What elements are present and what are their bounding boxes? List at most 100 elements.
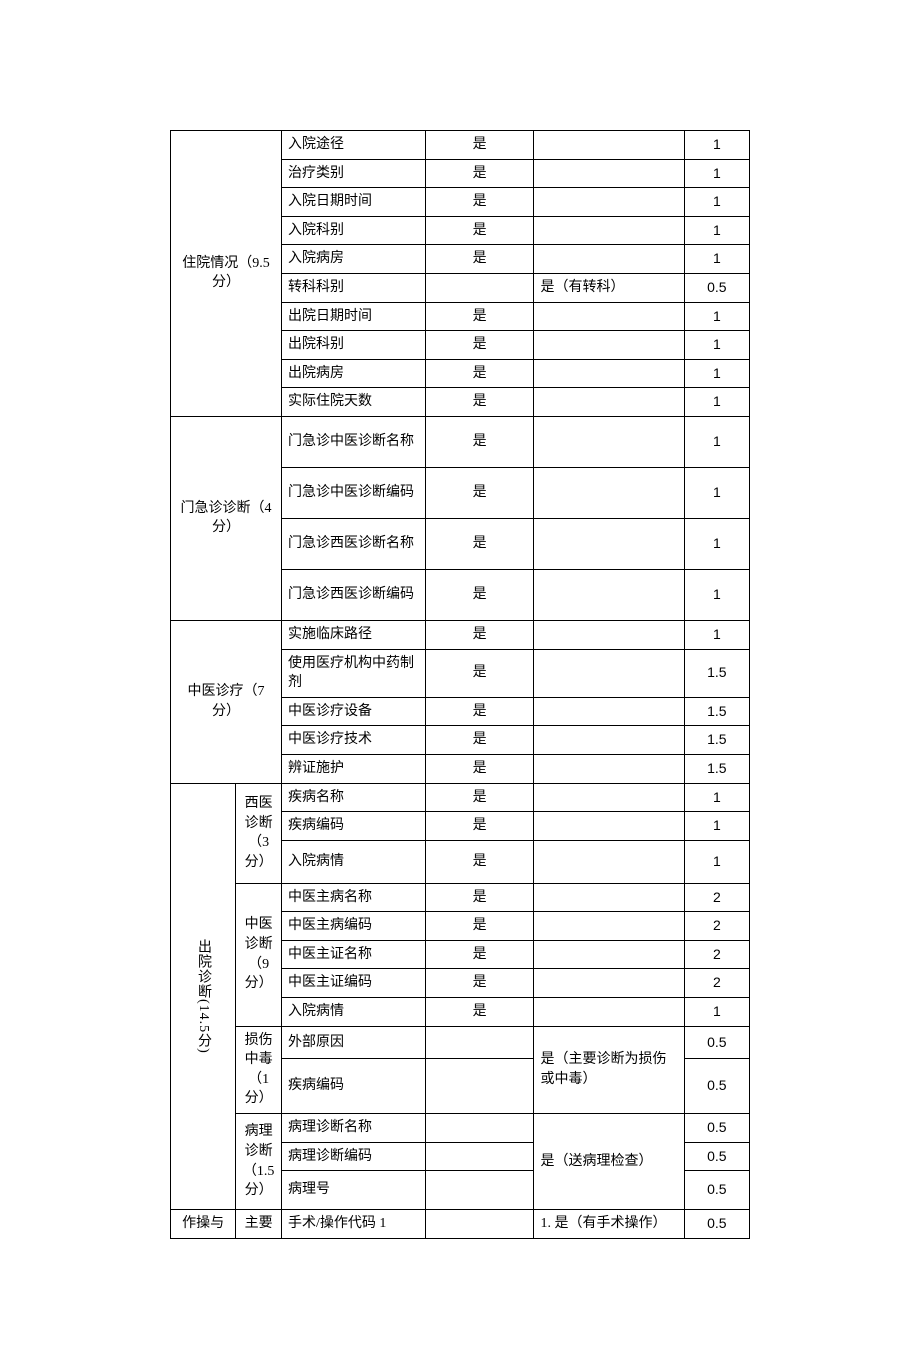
- item-cell: 实际住院天数: [282, 388, 426, 417]
- table-row: 作操与 主要 手术/操作代码 11. 是（有手术操作）0.5: [171, 1210, 750, 1239]
- score-cell: 1: [684, 416, 749, 467]
- item-cell: 病理号: [282, 1171, 426, 1210]
- req-cell: 是: [425, 940, 534, 969]
- req-cell: 是: [425, 331, 534, 360]
- score-cell: 1: [684, 245, 749, 274]
- req-cell: 是: [425, 726, 534, 755]
- cond-cell: [534, 359, 684, 388]
- req-cell: 是: [425, 359, 534, 388]
- item-cell: 出院日期时间: [282, 302, 426, 331]
- item-cell: 转科科别: [282, 273, 426, 302]
- score-cell: 0.5: [684, 1171, 749, 1210]
- cond-cell: [534, 388, 684, 417]
- table-row: 住院情况（9.5分） 入院途径 是 1: [171, 131, 750, 160]
- req-cell: 是: [425, 416, 534, 467]
- cond-cell: [534, 216, 684, 245]
- item-cell: 疾病编码: [282, 812, 426, 841]
- score-cell: 1.5: [684, 754, 749, 783]
- item-cell: 病理诊断编码: [282, 1142, 426, 1171]
- score-cell: 2: [684, 940, 749, 969]
- req-cell: 是: [425, 518, 534, 569]
- cond-cell: [534, 969, 684, 998]
- cond-cell: [534, 812, 684, 841]
- cond-cell: [534, 912, 684, 941]
- item-cell: 入院病房: [282, 245, 426, 274]
- req-cell: [425, 1142, 534, 1171]
- score-cell: 1: [684, 159, 749, 188]
- item-cell: 中医主证名称: [282, 940, 426, 969]
- table-row: 中医诊疗（7 分） 实施临床路径是1: [171, 620, 750, 649]
- score-cell: 1: [684, 188, 749, 217]
- score-cell: 1: [684, 302, 749, 331]
- score-cell: 2: [684, 912, 749, 941]
- cond-cell: [534, 467, 684, 518]
- item-cell: 入院科别: [282, 216, 426, 245]
- subsection-injury: 损伤中毒（1分）: [236, 1026, 282, 1113]
- cond-cell: [534, 331, 684, 360]
- item-cell: 中医诊疗技术: [282, 726, 426, 755]
- score-cell: 0.5: [684, 1142, 749, 1171]
- req-cell: 是: [425, 812, 534, 841]
- item-cell: 入院病情: [282, 998, 426, 1027]
- item-cell: 病理诊断名称: [282, 1114, 426, 1143]
- cond-cell: 是（主要诊断为损伤或中毒）: [534, 1026, 684, 1113]
- req-cell: [425, 1114, 534, 1143]
- req-cell: 是: [425, 131, 534, 160]
- section-operation-a: 作操与: [171, 1210, 236, 1239]
- item-cell: 疾病编码: [282, 1059, 426, 1114]
- score-cell: 0.5: [684, 1026, 749, 1058]
- item-cell: 辨证施护: [282, 754, 426, 783]
- cond-cell: [534, 569, 684, 620]
- cond-cell: [534, 840, 684, 883]
- cond-cell: [534, 302, 684, 331]
- item-cell: 门急诊西医诊断名称: [282, 518, 426, 569]
- item-cell: 入院途径: [282, 131, 426, 160]
- section-operation-b: 主要: [236, 1210, 282, 1239]
- cond-cell: 是（有转科）: [534, 273, 684, 302]
- req-cell: 是: [425, 969, 534, 998]
- item-cell: 治疗类别: [282, 159, 426, 188]
- item-cell: 外部原因: [282, 1026, 426, 1058]
- item-cell: 入院日期时间: [282, 188, 426, 217]
- cond-cell: [534, 245, 684, 274]
- score-cell: 1: [684, 216, 749, 245]
- item-cell: 入院病情: [282, 840, 426, 883]
- item-cell: 门急诊中医诊断名称: [282, 416, 426, 467]
- subsection-tcm-diag: 中医诊断（9分）: [236, 883, 282, 1026]
- cond-cell: [534, 883, 684, 912]
- score-cell: 2: [684, 969, 749, 998]
- req-cell: 是: [425, 783, 534, 812]
- section-hospitalization: 住院情况（9.5分）: [171, 131, 282, 417]
- item-cell: 疾病名称: [282, 783, 426, 812]
- req-cell: 是: [425, 883, 534, 912]
- score-cell: 1: [684, 331, 749, 360]
- score-cell: 0.5: [684, 1059, 749, 1114]
- item-cell: 实施临床路径: [282, 620, 426, 649]
- req-cell: 是: [425, 388, 534, 417]
- scoring-table: 住院情况（9.5分） 入院途径 是 1 治疗类别是1 入院日期时间是1 入院科别…: [170, 130, 750, 1239]
- table-row: 门急诊诊断（4 分） 门急诊中医诊断名称是1: [171, 416, 750, 467]
- score-cell: 1: [684, 812, 749, 841]
- section-discharge: 出院诊断(14.5分): [171, 783, 236, 1210]
- score-cell: 1: [684, 998, 749, 1027]
- req-cell: 是: [425, 840, 534, 883]
- req-cell: [425, 1059, 534, 1114]
- item-cell: 中医主病名称: [282, 883, 426, 912]
- req-cell: 是: [425, 467, 534, 518]
- item-cell: 中医主证编码: [282, 969, 426, 998]
- cond-cell: [534, 754, 684, 783]
- req-cell: 是: [425, 620, 534, 649]
- score-cell: 1: [684, 518, 749, 569]
- cond-cell: [534, 998, 684, 1027]
- cond-cell: [534, 131, 684, 160]
- table-row: 损伤中毒（1分） 外部原因 是（主要诊断为损伤或中毒） 0.5: [171, 1026, 750, 1058]
- score-cell: 1.5: [684, 726, 749, 755]
- score-cell: 1: [684, 359, 749, 388]
- req-cell: 是: [425, 302, 534, 331]
- req-cell: 是: [425, 697, 534, 726]
- req-cell: [425, 1171, 534, 1210]
- req-cell: 是: [425, 754, 534, 783]
- req-cell: 是: [425, 245, 534, 274]
- table-row: 病理诊断（1.5分） 病理诊断名称 是（送病理检查） 0.5: [171, 1114, 750, 1143]
- req-cell: 是: [425, 188, 534, 217]
